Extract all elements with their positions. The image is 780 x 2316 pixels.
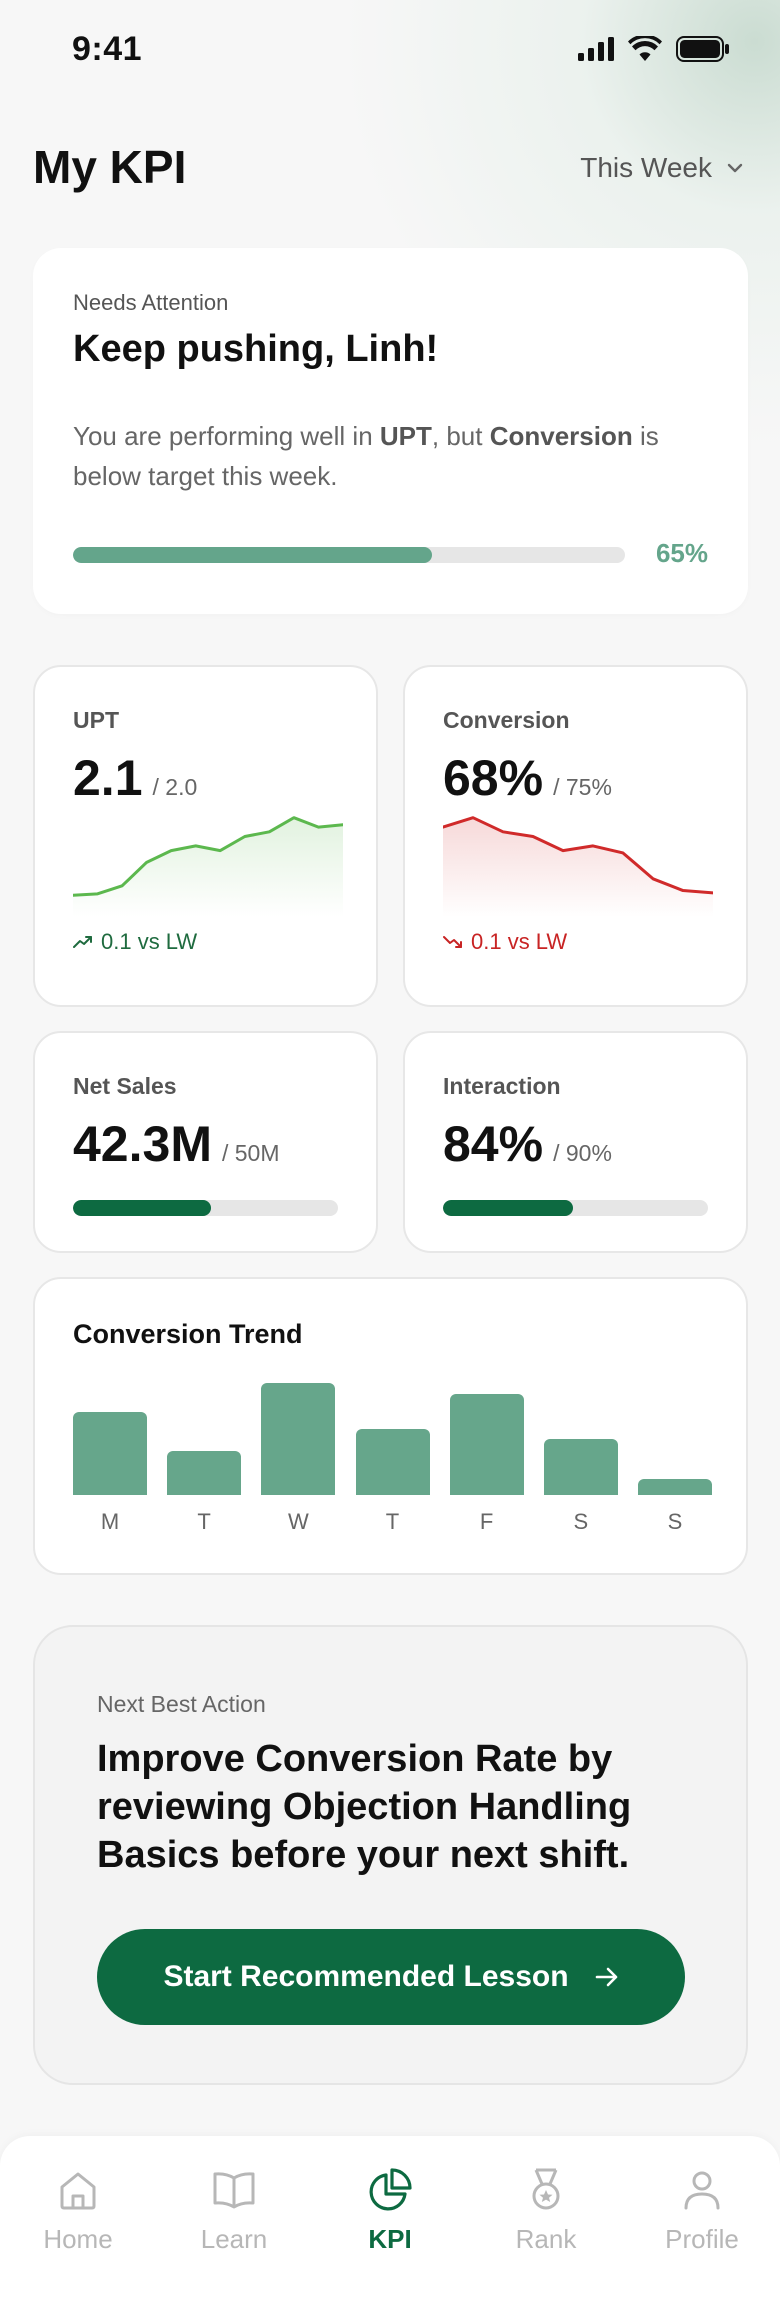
- weak-metric: Conversion: [489, 421, 633, 451]
- trend-bar: [73, 1412, 147, 1495]
- arrow-right-icon: [595, 1967, 617, 1987]
- conversion-delta: 0.1 vs LW: [443, 929, 567, 955]
- trend-bar: [261, 1383, 336, 1495]
- tab-rank-label: Rank: [515, 2224, 577, 2254]
- trend-bar: [355, 1428, 430, 1495]
- page-title: My KPI: [33, 141, 187, 193]
- interaction-target: / 90%: [553, 1140, 612, 1166]
- start-lesson-button[interactable]: Start Recommended Lesson: [97, 1929, 685, 2025]
- chevron-down-icon: [727, 163, 743, 173]
- tab-learn[interactable]: Learn: [156, 2166, 312, 2286]
- net-sales-progress-track: [73, 1200, 338, 1216]
- pie-chart-icon: [369, 2168, 412, 2211]
- upt-label: UPT: [73, 707, 119, 733]
- next-action-kicker: Next Best Action: [97, 1691, 266, 1717]
- interaction-card[interactable]: Interaction 84% / 90%: [403, 1031, 748, 1253]
- medal-icon: [532, 2168, 560, 2210]
- upt-value-row: 2.1 / 2.0: [73, 749, 197, 807]
- next-action-card: Next Best Action Improve Conversion Rate…: [33, 1625, 748, 2085]
- conversion-value: 68%: [443, 750, 544, 806]
- attention-kicker: Needs Attention: [73, 290, 229, 315]
- trend-day-label: W: [287, 1509, 309, 1534]
- trend-down-icon: [443, 936, 462, 948]
- user-icon: [684, 2171, 720, 2210]
- period-label: This Week: [580, 152, 712, 183]
- conversion-sparkline-area: [443, 817, 713, 917]
- upt-sparkline-line: [73, 816, 343, 897]
- tab-kpi[interactable]: KPI: [312, 2166, 468, 2286]
- upt-card[interactable]: UPT 2.1 / 2.0 0.1 vs LW: [33, 665, 378, 1007]
- interaction-progress-track: [443, 1200, 708, 1216]
- tab-profile-label: Profile: [665, 2224, 739, 2254]
- trend-day-label: T: [385, 1509, 400, 1534]
- attention-message-suffix: is below target this week.: [73, 421, 659, 491]
- trend-day-label: F: [479, 1509, 494, 1534]
- conversion-target: / 75%: [553, 774, 612, 800]
- attention-message-prefix: You are performing well in: [73, 421, 380, 451]
- attention-title: Keep pushing, Linh!: [73, 328, 439, 370]
- battery-icon: [676, 36, 729, 62]
- attention-card: Needs Attention Keep pushing, Linh! You …: [33, 248, 748, 614]
- book-icon: [213, 2172, 255, 2209]
- trend-day-label: S: [573, 1509, 589, 1534]
- attention-progress-track: [73, 547, 625, 563]
- trend-bar: [638, 1479, 712, 1495]
- status-icons: [578, 36, 730, 62]
- home-icon: [60, 2172, 96, 2210]
- interaction-progress-fill: [443, 1200, 573, 1216]
- upt-delta: 0.1 vs LW: [73, 929, 197, 955]
- trend-bar: [543, 1439, 618, 1495]
- conversion-trend-title: Conversion Trend: [73, 1319, 303, 1349]
- strong-metric: UPT: [379, 421, 432, 451]
- wifi-icon: [628, 36, 662, 61]
- status-bar: 9:41: [0, 0, 780, 100]
- conversion-sparkline: [443, 816, 713, 917]
- upt-value: 2.1: [73, 750, 143, 806]
- net-sales-value-row: 42.3M / 50M: [73, 1115, 280, 1173]
- upt-delta-text: 0.1 vs LW: [101, 929, 198, 954]
- trend-bar: [449, 1394, 524, 1495]
- net-sales-card[interactable]: Net Sales 42.3M / 50M: [33, 1031, 378, 1253]
- status-time: 9:41: [72, 30, 143, 68]
- conversion-label: Conversion: [443, 707, 570, 733]
- interaction-label: Interaction: [443, 1073, 561, 1099]
- conversion-sparkline-line: [443, 816, 713, 895]
- next-action-text: Improve Conversion Rate by reviewing Obj…: [97, 1738, 632, 1876]
- tab-profile[interactable]: Profile: [624, 2166, 780, 2286]
- bottom-tab-bar: Home Learn KPI Rank Profile: [0, 2136, 780, 2316]
- tab-home[interactable]: Home: [0, 2166, 156, 2286]
- tab-kpi-label: KPI: [368, 2224, 412, 2254]
- upt-sparkline-area: [73, 817, 343, 917]
- upt-target: / 2.0: [152, 774, 198, 800]
- net-sales-target: / 50M: [221, 1140, 280, 1166]
- upt-sparkline: [73, 816, 343, 917]
- attention-message-middle: , but: [431, 421, 490, 451]
- conversion-delta-text: 0.1 vs LW: [471, 929, 568, 954]
- conversion-card[interactable]: Conversion 68% / 75% 0.1 vs LW: [403, 665, 748, 1007]
- page-header: My KPI This Week: [0, 130, 780, 210]
- attention-progress-label: 65%: [655, 538, 708, 568]
- tab-rank[interactable]: Rank: [468, 2166, 624, 2286]
- net-sales-value: 42.3M: [73, 1116, 212, 1172]
- tab-learn-label: Learn: [200, 2224, 268, 2254]
- net-sales-progress-fill: [73, 1200, 211, 1216]
- trend-day-label: M: [100, 1509, 120, 1534]
- signal-icon: [578, 37, 614, 61]
- start-lesson-label: Start Recommended Lesson: [163, 1960, 569, 1993]
- conversion-value-row: 68% / 75%: [443, 749, 612, 807]
- trend-day-label: T: [197, 1509, 211, 1534]
- period-selector[interactable]: This Week: [580, 152, 744, 184]
- interaction-value-row: 84% / 90%: [443, 1115, 612, 1173]
- tab-home-label: Home: [43, 2224, 113, 2254]
- attention-progress-fill: [73, 547, 432, 563]
- trend-day-label: S: [667, 1509, 683, 1534]
- trend-bar: [167, 1451, 242, 1495]
- conversion-trend-card: Conversion Trend M T W T F S S: [33, 1277, 748, 1575]
- trend-up-icon: [73, 936, 92, 948]
- net-sales-label: Net Sales: [73, 1073, 177, 1099]
- attention-message: You are performing well in UPT, but Conv…: [73, 416, 733, 496]
- interaction-value: 84%: [443, 1116, 544, 1172]
